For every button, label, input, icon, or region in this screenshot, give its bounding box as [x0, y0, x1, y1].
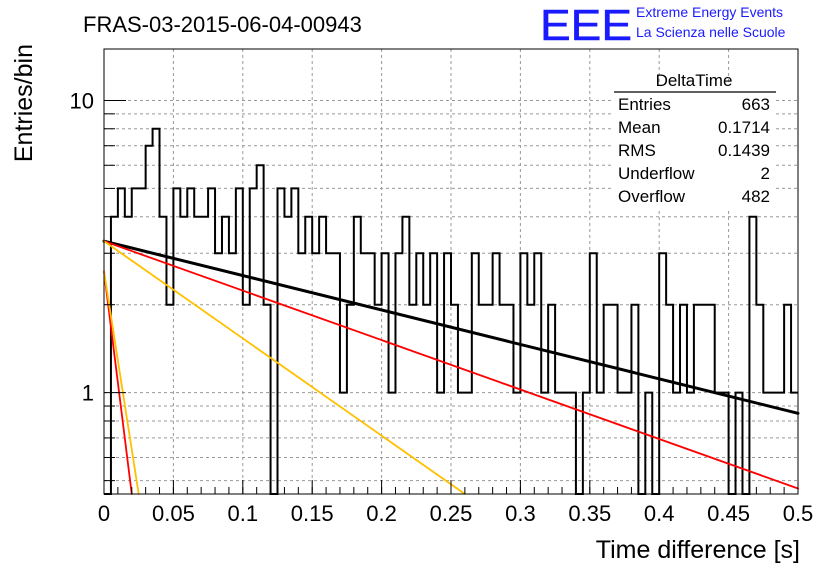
y-tick-label: 1 — [82, 381, 94, 406]
x-tick-label: 0.35 — [568, 501, 611, 526]
x-axis-label: Time difference [s] — [596, 536, 800, 564]
chart-title: FRAS-03-2015-06-04-00943 — [83, 12, 362, 37]
stats-value-entries: 663 — [742, 95, 770, 114]
fit-curve — [103, 270, 133, 495]
stats-box-background — [612, 84, 776, 210]
fit-curve — [103, 240, 799, 490]
stats-value-rms: 0.1439 — [718, 141, 770, 160]
x-tick-label: 0.25 — [430, 501, 473, 526]
logo-line-2: La Scienza nelle Scuole — [636, 24, 786, 40]
fit-curve — [103, 270, 140, 495]
x-tick-label: 0.1 — [228, 501, 259, 526]
stats-box: DeltaTime Entries 663 Mean 0.1714 RMS 0.… — [612, 71, 776, 210]
x-tick-label: 0.5 — [783, 501, 814, 526]
stats-label-rms: RMS — [618, 141, 656, 160]
x-tick-label: 0.2 — [366, 501, 397, 526]
eee-logo: EEE Extreme Energy Events La Scienza nel… — [540, 1, 786, 51]
stats-label-underflow: Underflow — [618, 164, 695, 183]
logo-mark: EEE — [540, 1, 632, 50]
x-tick-label: 0.3 — [505, 501, 536, 526]
stats-label-entries: Entries — [618, 95, 671, 114]
stats-value-mean: 0.1714 — [718, 118, 770, 137]
fit-curve — [102, 239, 800, 415]
x-tick-label: 0.05 — [152, 501, 195, 526]
plot-frame — [103, 48, 799, 495]
fit-curve — [103, 240, 466, 495]
stats-label-overflow: Overflow — [618, 187, 686, 206]
stats-value-underflow: 2 — [761, 164, 770, 183]
stats-title: DeltaTime — [656, 71, 733, 90]
y-tick-label: 10 — [70, 88, 94, 113]
stats-value-overflow: 482 — [742, 187, 770, 206]
logo-line-1: Extreme Energy Events — [636, 4, 783, 20]
fit-curves — [102, 239, 800, 495]
stats-label-mean: Mean — [618, 118, 661, 137]
x-tick-label: 0.4 — [644, 501, 675, 526]
x-tick-label: 0 — [98, 501, 110, 526]
y-axis-label: Entries/bin — [10, 44, 38, 162]
x-tick-label: 0.45 — [707, 501, 750, 526]
x-tick-label: 0.15 — [291, 501, 334, 526]
